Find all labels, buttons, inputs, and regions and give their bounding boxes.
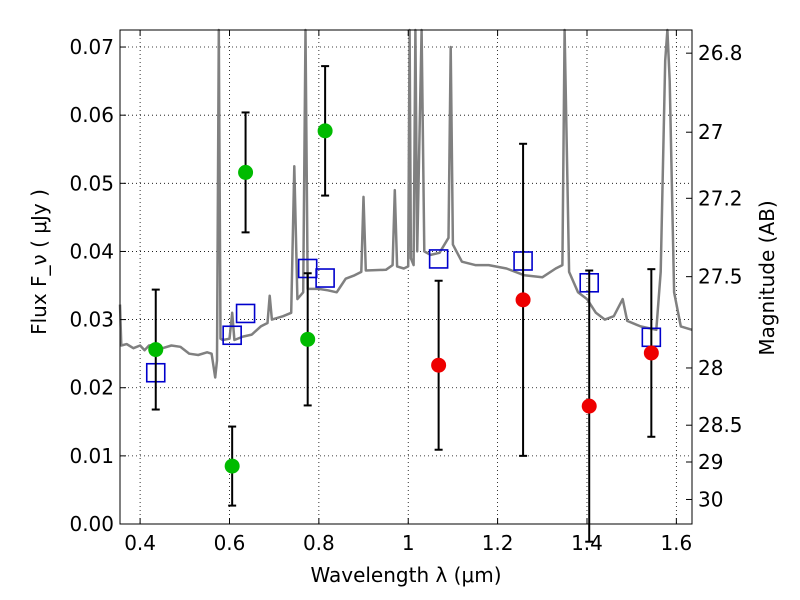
model-flux-square	[428, 249, 449, 269]
x-tick-label: 0.6	[214, 531, 246, 555]
observed-flux-point	[431, 357, 447, 373]
model-flux-square	[222, 325, 242, 346]
observed-flux-point	[148, 342, 164, 358]
x-tick-label: 1.2	[482, 531, 514, 555]
y-tick-label: 0.01	[69, 444, 114, 468]
y2-tick-label: 27	[698, 120, 723, 144]
axis-ticks: 0.4 0.6 0.8 1 1.2 1.4 1.6 0.00 0.01 0.02 0.03 0.04 0…	[69, 30, 743, 555]
y2-tick-label: 28.5	[698, 413, 743, 437]
observed-flux-point	[300, 331, 316, 347]
observed-flux-point	[515, 292, 531, 308]
plot-frame	[119, 29, 693, 525]
y-axis-label: Flux F_ν ( μJy )	[27, 189, 51, 335]
y2-tick-label: 28	[698, 356, 723, 380]
observed-flux-point	[317, 123, 333, 139]
model-flux-square	[315, 268, 335, 288]
x-tick-label: 1.6	[660, 531, 692, 555]
x-tick-label: 1.4	[571, 531, 603, 555]
y2-tick-label: 30	[698, 487, 723, 511]
grid-lines	[120, 30, 692, 524]
observed-flux-point	[581, 398, 597, 414]
model-spectrum	[118, 28, 693, 379]
y2-tick-label: 27.2	[698, 186, 743, 210]
observed-flux-point	[643, 345, 659, 361]
observed-flux-point	[238, 164, 254, 180]
y-tick-label: 0.03	[69, 308, 114, 332]
x-tick-label: 0.8	[303, 531, 335, 555]
x-tick-label: 1	[402, 531, 415, 555]
data-markers	[145, 65, 662, 543]
y-tick-label: 0.05	[69, 171, 114, 195]
y2-axis-label: Magnitude (AB)	[755, 200, 779, 355]
model-spectrum-line	[118, 28, 693, 379]
y-tick-label: 0.02	[69, 376, 114, 400]
y-tick-label: 0.00	[69, 512, 114, 536]
y-tick-label: 0.06	[69, 103, 114, 127]
observed-flux-point	[224, 458, 240, 474]
x-tick-label: 0.4	[124, 531, 156, 555]
x-axis-label: Wavelength λ (μm)	[310, 563, 501, 587]
y2-tick-label: 26.8	[698, 41, 743, 65]
y-tick-label: 0.07	[69, 35, 114, 59]
y2-tick-label: 29	[698, 450, 723, 474]
y2-tick-label: 27.5	[698, 265, 743, 289]
y-tick-label: 0.04	[69, 239, 114, 263]
model-flux-square	[235, 303, 256, 324]
